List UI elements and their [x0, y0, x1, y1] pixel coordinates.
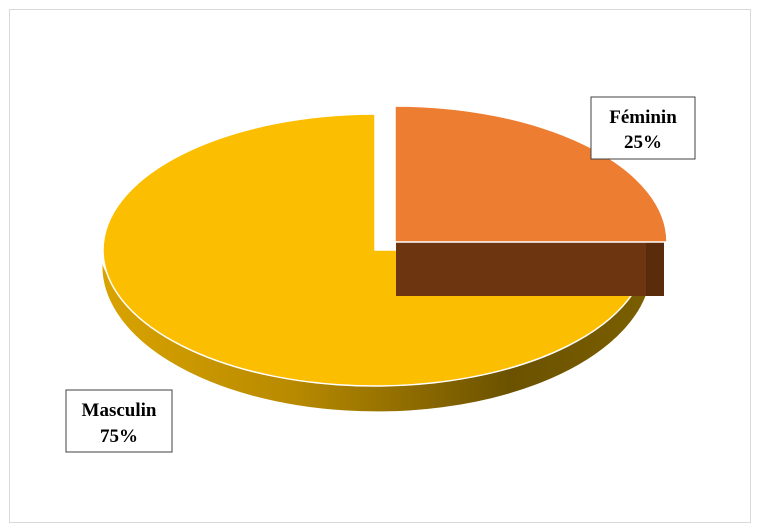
slice-feminin-side-outer: [646, 242, 664, 296]
label-feminin-percent: 25%: [624, 132, 662, 153]
label-masculin-percent: 75%: [100, 426, 138, 447]
slice-masculin: [101, 113, 648, 413]
slice-feminin-side-inner: [396, 242, 664, 296]
slice-feminin-top: [394, 105, 668, 243]
label-masculin: Masculin 75%: [65, 389, 173, 453]
label-feminin: Féminin 25%: [590, 96, 696, 160]
label-feminin-name: Féminin: [609, 107, 677, 128]
slice-masculin-top: [102, 113, 648, 387]
slice-feminin: [394, 105, 668, 296]
label-masculin-name: Masculin: [82, 400, 157, 421]
